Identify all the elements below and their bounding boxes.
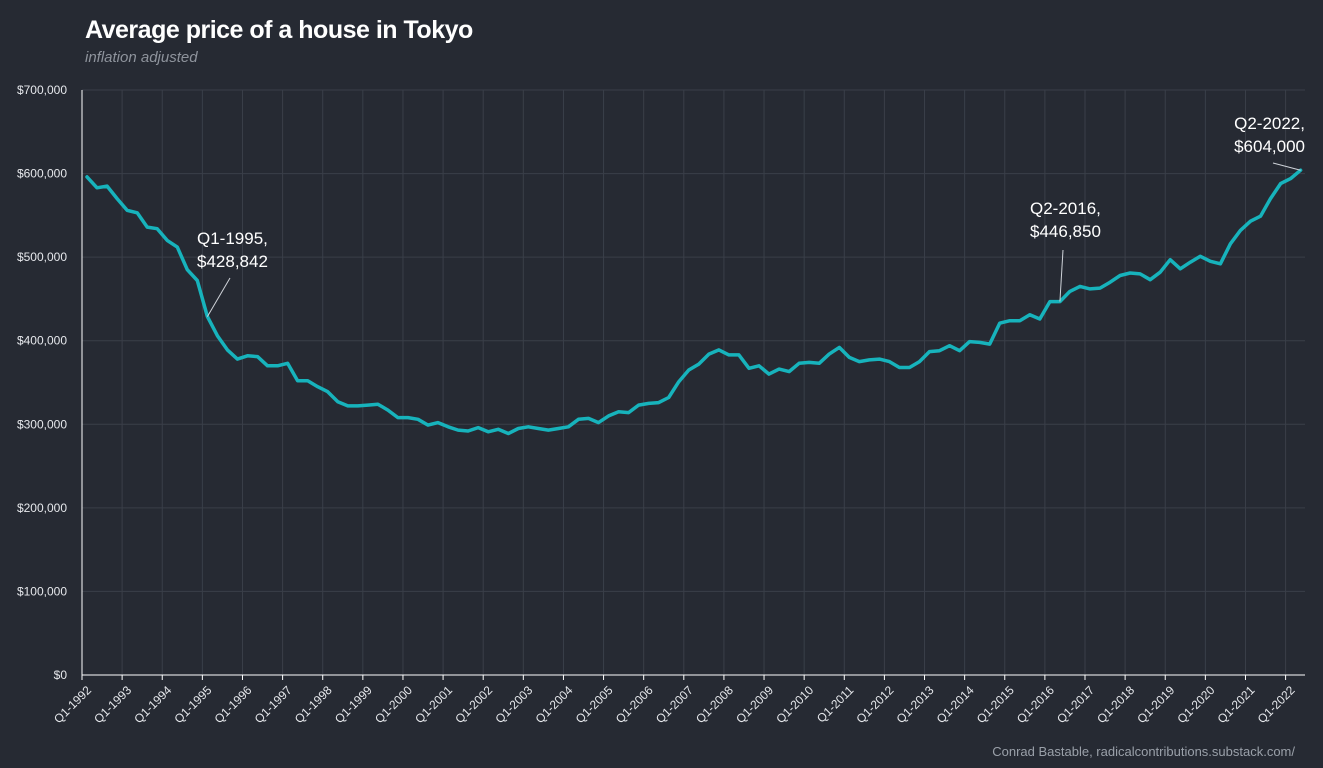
x-tick-label: Q1-2006 — [613, 683, 656, 726]
x-tick-label: Q1-1996 — [212, 683, 255, 726]
x-tick-label: Q1-2004 — [533, 683, 576, 726]
x-tick-label: Q1-2012 — [854, 683, 897, 726]
annotation-leader-line — [1272, 162, 1301, 171]
x-tick-label: Q1-2009 — [733, 683, 776, 726]
x-tick-label: Q1-2020 — [1174, 683, 1217, 726]
x-tick-label: Q1-2002 — [452, 683, 495, 726]
annotation-leader-line — [1059, 249, 1064, 302]
x-tick-label: Q1-2016 — [1014, 683, 1057, 726]
chart-subtitle: inflation adjusted — [85, 49, 198, 66]
x-tick-label: Q1-1993 — [91, 683, 134, 726]
source-credit: Conrad Bastable, radicalcontributions.su… — [992, 744, 1295, 759]
x-tick-label: Q1-2011 — [814, 683, 857, 726]
annotation-label: Q1-1995, — [197, 229, 268, 248]
x-tick-label: Q1-2015 — [974, 683, 1017, 726]
y-tick-label: $200,000 — [17, 501, 67, 515]
y-tick-label: $0 — [54, 668, 68, 682]
x-tick-label: Q1-1997 — [252, 683, 295, 726]
annotation-leader-line — [206, 277, 231, 317]
price-series-line — [85, 168, 1303, 436]
annotation-label: Q2-2022, — [1234, 114, 1305, 133]
x-tick-label: Q1-2013 — [894, 683, 937, 726]
x-tick-label: Q1-2001 — [412, 683, 455, 726]
x-tick-label: Q1-2018 — [1094, 683, 1137, 726]
x-tick-label: Q1-2017 — [1054, 683, 1097, 726]
x-tick-label: Q1-2019 — [1134, 683, 1177, 726]
y-tick-label: $100,000 — [17, 584, 67, 598]
chart-title: Average price of a house in Tokyo — [85, 16, 473, 44]
x-tick-label: Q1-2007 — [653, 683, 696, 726]
y-tick-label: $500,000 — [17, 250, 67, 264]
x-tick-label: Q1-1998 — [292, 683, 335, 726]
x-tick-label: Q1-2005 — [573, 683, 616, 726]
x-tick-label: Q1-1992 — [51, 683, 94, 726]
x-tick-label: Q1-2021 — [1215, 683, 1258, 726]
annotation-value: $604,000 — [1234, 137, 1305, 156]
y-tick-label: $600,000 — [17, 167, 67, 181]
y-tick-label: $700,000 — [17, 83, 67, 97]
y-tick-label: $300,000 — [17, 417, 67, 431]
x-tick-label: Q1-2008 — [693, 683, 736, 726]
annotation-label: Q2-2016, — [1030, 199, 1101, 218]
x-tick-label: Q1-1995 — [171, 683, 214, 726]
x-tick-label: Q1-2022 — [1255, 683, 1298, 726]
annotation-value: $428,842 — [197, 252, 268, 271]
x-tick-label: Q1-2010 — [773, 683, 816, 726]
x-tick-label: Q1-2000 — [372, 683, 415, 726]
x-tick-label: Q1-2014 — [934, 683, 977, 726]
y-tick-label: $400,000 — [17, 334, 67, 348]
x-tick-label: Q1-1994 — [131, 683, 174, 726]
x-tick-label: Q1-1999 — [332, 683, 375, 726]
x-tick-label: Q1-2003 — [492, 683, 535, 726]
annotation-value: $446,850 — [1030, 222, 1101, 241]
